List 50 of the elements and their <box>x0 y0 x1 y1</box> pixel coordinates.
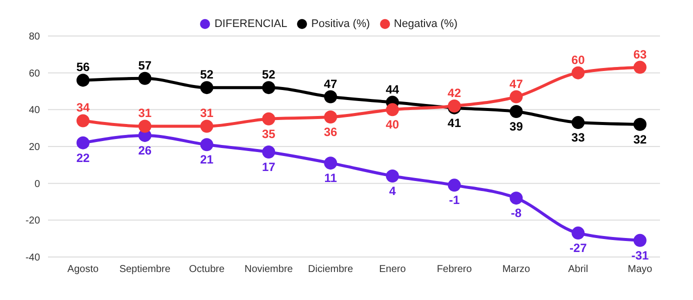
data-label: 11 <box>324 171 338 186</box>
x-tick-label: Octubre <box>188 264 225 276</box>
data-label: 35 <box>262 126 276 141</box>
x-tick-label: Septiembre <box>119 264 171 276</box>
y-tick-label: -20 <box>26 216 40 227</box>
x-tick-label: Diciembre <box>308 264 354 276</box>
data-label: 56 <box>76 60 90 74</box>
data-label: 52 <box>200 68 214 82</box>
data-label: 40 <box>386 118 400 132</box>
data-label: 39 <box>510 120 524 134</box>
data-label: 42 <box>448 86 462 100</box>
data-label: 63 <box>633 47 647 62</box>
data-label: 57 <box>138 58 152 72</box>
data-label: 21 <box>200 152 214 167</box>
data-label: 4 <box>389 184 396 198</box>
data-label: -27 <box>569 241 588 256</box>
data-label: 44 <box>386 82 400 96</box>
x-tick-label: Marzo <box>502 264 531 276</box>
data-label: 41 <box>448 116 462 130</box>
y-tick-label: 20 <box>28 142 40 154</box>
data-label: 36 <box>324 125 338 140</box>
legend-label: DIFERENCIAL <box>214 18 288 30</box>
legend-label: Negativa (%) <box>394 18 458 30</box>
data-label: 60 <box>571 52 586 67</box>
y-tick-label: 80 <box>28 32 40 43</box>
data-label: 52 <box>262 68 276 82</box>
data-label: 47 <box>510 76 524 91</box>
data-label: 34 <box>76 100 90 115</box>
data-label: 33 <box>571 130 586 145</box>
x-tick-label: Mayo <box>628 264 653 276</box>
x-tick-label: Febrero <box>436 264 472 276</box>
data-label: 31 <box>200 106 214 120</box>
data-label: -31 <box>631 248 649 262</box>
x-tick-label: Enero <box>379 264 406 276</box>
data-label: 26 <box>138 143 152 158</box>
y-tick-label: 60 <box>28 68 40 80</box>
data-label: 17 <box>262 160 276 174</box>
y-tick-label: 40 <box>28 105 40 116</box>
data-label: 22 <box>76 150 90 165</box>
data-label: -1 <box>448 193 460 208</box>
y-tick-label: 0 <box>34 178 40 190</box>
data-label: 32 <box>633 132 647 146</box>
x-tick-label: Abril <box>568 264 588 276</box>
legend-label: Positiva (%) <box>311 18 370 30</box>
data-label: 47 <box>324 76 338 91</box>
data-label: 31 <box>138 106 152 120</box>
data-label: -8 <box>510 206 522 220</box>
x-tick-label: Agosto <box>67 264 99 276</box>
y-tick-label: -40 <box>26 252 40 264</box>
x-tick-label: Noviembre <box>244 264 294 276</box>
